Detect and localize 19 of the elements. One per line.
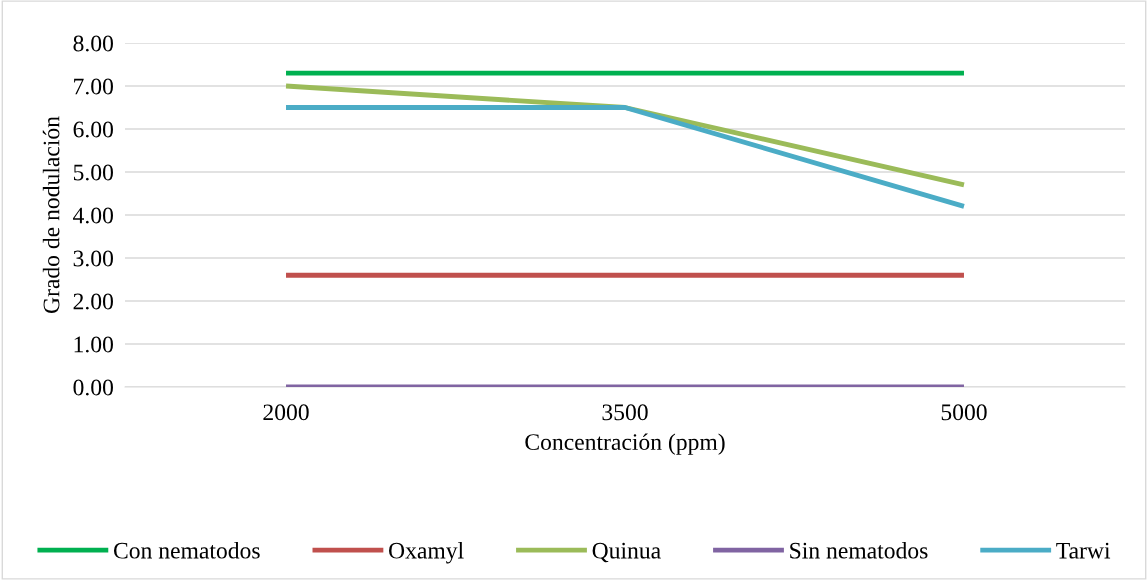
legend-label: Quinua — [592, 542, 661, 563]
y-tick-label: 7.00 — [74, 78, 113, 95]
legend-label: Con nematodos — [113, 541, 260, 559]
y-tick-label: 0.00 — [73, 379, 113, 396]
y-tick-label: 4.00 — [73, 207, 113, 224]
y-axis-title: Grado de nodulación — [42, 116, 60, 314]
y-tick-label: 2.00 — [73, 293, 113, 310]
legend-label: Oxamyl — [389, 541, 464, 564]
x-tick-label: 3500 — [602, 404, 648, 421]
y-tick-label: 1.00 — [74, 336, 113, 353]
y-tick-label: 5.00 — [73, 164, 113, 181]
legend-label: Sin nematodos — [790, 541, 928, 559]
y-tick-label: 6.00 — [73, 121, 113, 138]
x-tick-label: 2000 — [263, 404, 309, 421]
x-tick-label: 5000 — [941, 404, 987, 421]
legend-label: Tarwi — [1056, 542, 1111, 559]
x-axis-title: Concentración (ppm) — [525, 433, 725, 455]
y-tick-label: 3.00 — [73, 250, 113, 267]
y-tick-label: 8.00 — [73, 35, 113, 52]
